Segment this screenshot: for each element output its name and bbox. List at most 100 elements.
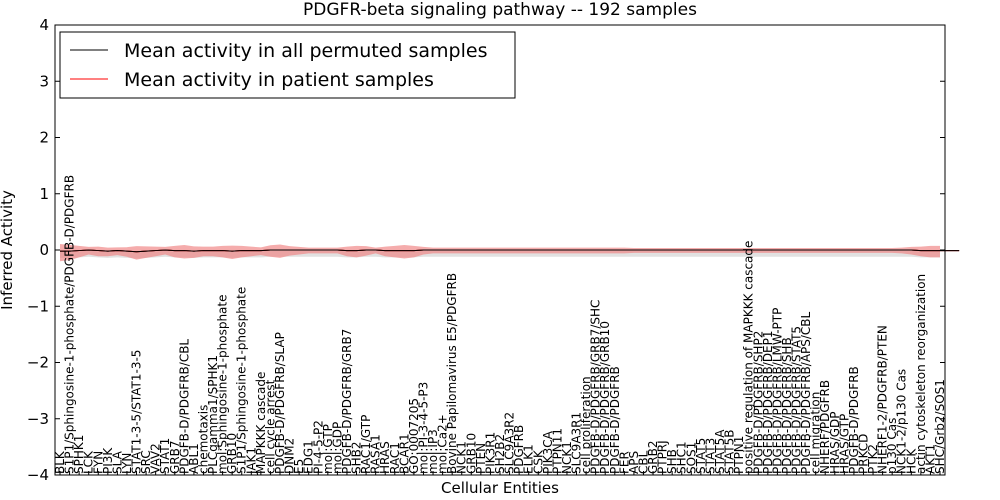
x-tick-label: PLCgamma1/SPHK1 [206, 355, 220, 474]
x-tick-label: mol:GTP [321, 424, 335, 474]
legend: Mean activity in all permuted samples Me… [59, 31, 516, 99]
x-tick-label: cell migration [809, 392, 823, 474]
y-tick-label: −1 [27, 297, 49, 315]
x-tick-label: HCK [904, 448, 918, 474]
x-tick-label: GO:0007205 [407, 398, 421, 474]
x-tick-label: FYN [91, 451, 105, 474]
x-tick-label: RAC1 [388, 442, 402, 474]
x-tick-label: actin cytoskeleton reorganization [914, 274, 928, 474]
x-tick-label: PDGFB-D/PDGFRB [608, 366, 622, 474]
x-tick-label: NCK1 [560, 441, 574, 474]
x-tick-label: STAT1 [158, 438, 172, 474]
x-tick-label: PDGFB-D/PDGFRB/SLAP [273, 332, 287, 474]
x-tick-label: HRAS/GDP [828, 411, 842, 474]
x-tick-label: PDGFB-D/PDGFRB/SHB [780, 337, 794, 474]
x-tick-label: PDGFRB [512, 425, 526, 474]
x-tick-label: PDGFB-D/PDGFRB/SHP2 [751, 331, 765, 474]
x-tick-label: PI-4-5-P2 [311, 420, 325, 474]
x-tick-label: STAT3 [703, 438, 717, 474]
chart-title: PDGFR-beta signaling pathway -- 192 samp… [303, 0, 697, 20]
x-tick-label: MAPKKK cascade [254, 372, 268, 474]
x-tick-label: GRB7 [168, 440, 182, 474]
x-tick-label: NHERF/PDGFRB [818, 380, 832, 474]
x-tick-label: SHB [665, 449, 679, 474]
x-tick-label: mol:Sphingosine-1-phosphate [216, 295, 230, 475]
x-tick-label: PDGFB-D/PDGFRB/CBL [177, 339, 191, 474]
x-tick-label: VAV2 [149, 443, 163, 474]
x-tick-label: PRKCD [856, 434, 870, 474]
x-tick-label: PTEN [474, 443, 488, 474]
x-tick-label: NCK1 [455, 441, 469, 474]
series-line-permuted-top [60, 249, 960, 253]
y-tick-label: 3 [39, 72, 49, 90]
x-tick-label: NHERF1-2/PDGFRB/PTEN [876, 325, 890, 474]
x-tick-label: STAT5B [723, 430, 737, 475]
y-tick-label: 0 [39, 241, 49, 259]
x-tick-label: SHC/Grb2/SOS1 [933, 379, 947, 474]
x-tick-label: SLC9A3R1 [570, 412, 584, 474]
y-tick-label: 2 [39, 129, 49, 147]
x-tick-label: cell cycle arrest [263, 379, 277, 474]
x-tick-label: PDGFB-D/PDGFRB/STAT5 [790, 326, 804, 474]
x-tick-label: PDGFB-D/PDGFRB/GRB10 [598, 321, 612, 474]
x-tick-label: PDGFB-D/PDGFRB/APS/CBL [799, 311, 813, 474]
plot-area [60, 244, 960, 262]
x-tick-label: chemotaxis [196, 405, 210, 474]
x-tick-label: PIK3CA [541, 430, 555, 474]
x-tick-label: PTPRJ [656, 440, 670, 474]
y-tick-label: −3 [27, 410, 49, 428]
x-tick-label: S1P1/Sphingosine-1-phosphate [235, 287, 249, 474]
x-tick-label: RASA1 [369, 434, 383, 474]
x-tick-label: PTPN1 [732, 436, 746, 474]
x-tick-label: SOS1 [684, 442, 698, 474]
x-tick-label: HRAS [378, 441, 392, 474]
x-tick-label: mol:PI-3-4-5-P3 [416, 382, 430, 474]
x-tick-label: BCAR1 [397, 433, 411, 474]
x-tick-label: SHC1 [675, 441, 689, 474]
legend-box [59, 31, 516, 99]
x-tick-label: SLC9A3R2 [503, 412, 517, 474]
x-axis-label: Cellular Entities [441, 479, 559, 497]
x-tick-label: APS [627, 451, 641, 474]
x-tick-label: SHB2 [350, 441, 364, 474]
x-tick-label: Bovine Papilomavirus E5/PDGFRB [445, 273, 459, 474]
x-tick-label: SPHK1 [72, 435, 86, 474]
x-tick-label: cell proliferation [579, 376, 593, 474]
x-tick-label: PTK2 [866, 444, 880, 474]
x-tick-label: STAT1-3-5/STAT1-3-5 [130, 350, 144, 474]
y-tick-label: 1 [39, 185, 49, 203]
x-tick-labels: BLKS1P1/Sphingosine-1-phosphate/PDGFB-D/… [53, 175, 947, 475]
y-tick-label: −4 [27, 466, 49, 484]
x-tick-label: PIK3R1 [483, 432, 497, 474]
x-tick-label: PDGFB-D/PDGFRB/LMW-PTP [770, 308, 784, 474]
x-tick-label: LCK [82, 450, 96, 474]
patient-band [60, 244, 940, 262]
x-tick-label: SH2B2 [493, 434, 507, 474]
y-axis-label: Inferred Activity [0, 190, 16, 310]
y-axis: −4 −3 −2 −1 0 1 2 3 4 [27, 16, 945, 484]
x-tick-label: HRAS/GTP [837, 414, 851, 474]
x-tick-label: GRB10 [464, 433, 478, 474]
x-tick-label: BLK [53, 450, 67, 474]
x-tick-label: DNM2 [283, 438, 297, 474]
x-tick-label: JAK1 [244, 447, 258, 475]
x-tick-label: SLA [110, 450, 124, 474]
x-tick-label: PDGFB-D/PDGFRB/GRB7 [340, 329, 354, 474]
x-tick-label: ABL1 [187, 443, 201, 474]
x-tick-label: ELK1 [522, 444, 536, 474]
x-tick-label: EDG1 [302, 440, 316, 474]
x-tick-label: mol:Ca2+ [436, 414, 450, 474]
x-tick-label: PDGFB-D/PDGFRB/GRB7/SHC [589, 300, 603, 474]
x-tick-label: LYN [120, 453, 134, 474]
x-tick-label: STAT5 [694, 438, 708, 474]
x-tick-label: PDGFB-D/PDGFRB/DEP1 [761, 330, 775, 474]
x-tick-label: RAC1/GTP [359, 415, 373, 474]
x-tick-label: FER [617, 451, 631, 474]
x-tick-label: STAT5A [713, 429, 727, 474]
x-tick-label: S1P1/Sphingosine-1-phosphate/PDGFB-D/PDG… [63, 175, 77, 474]
legend-label-permuted: Mean activity in all permuted samples [124, 40, 487, 62]
legend-label-patient: Mean activity in patient samples [124, 69, 434, 91]
y-tick-label: 4 [39, 16, 49, 34]
x-tick-label: PDGFB-D/PDGFRB [847, 366, 861, 474]
